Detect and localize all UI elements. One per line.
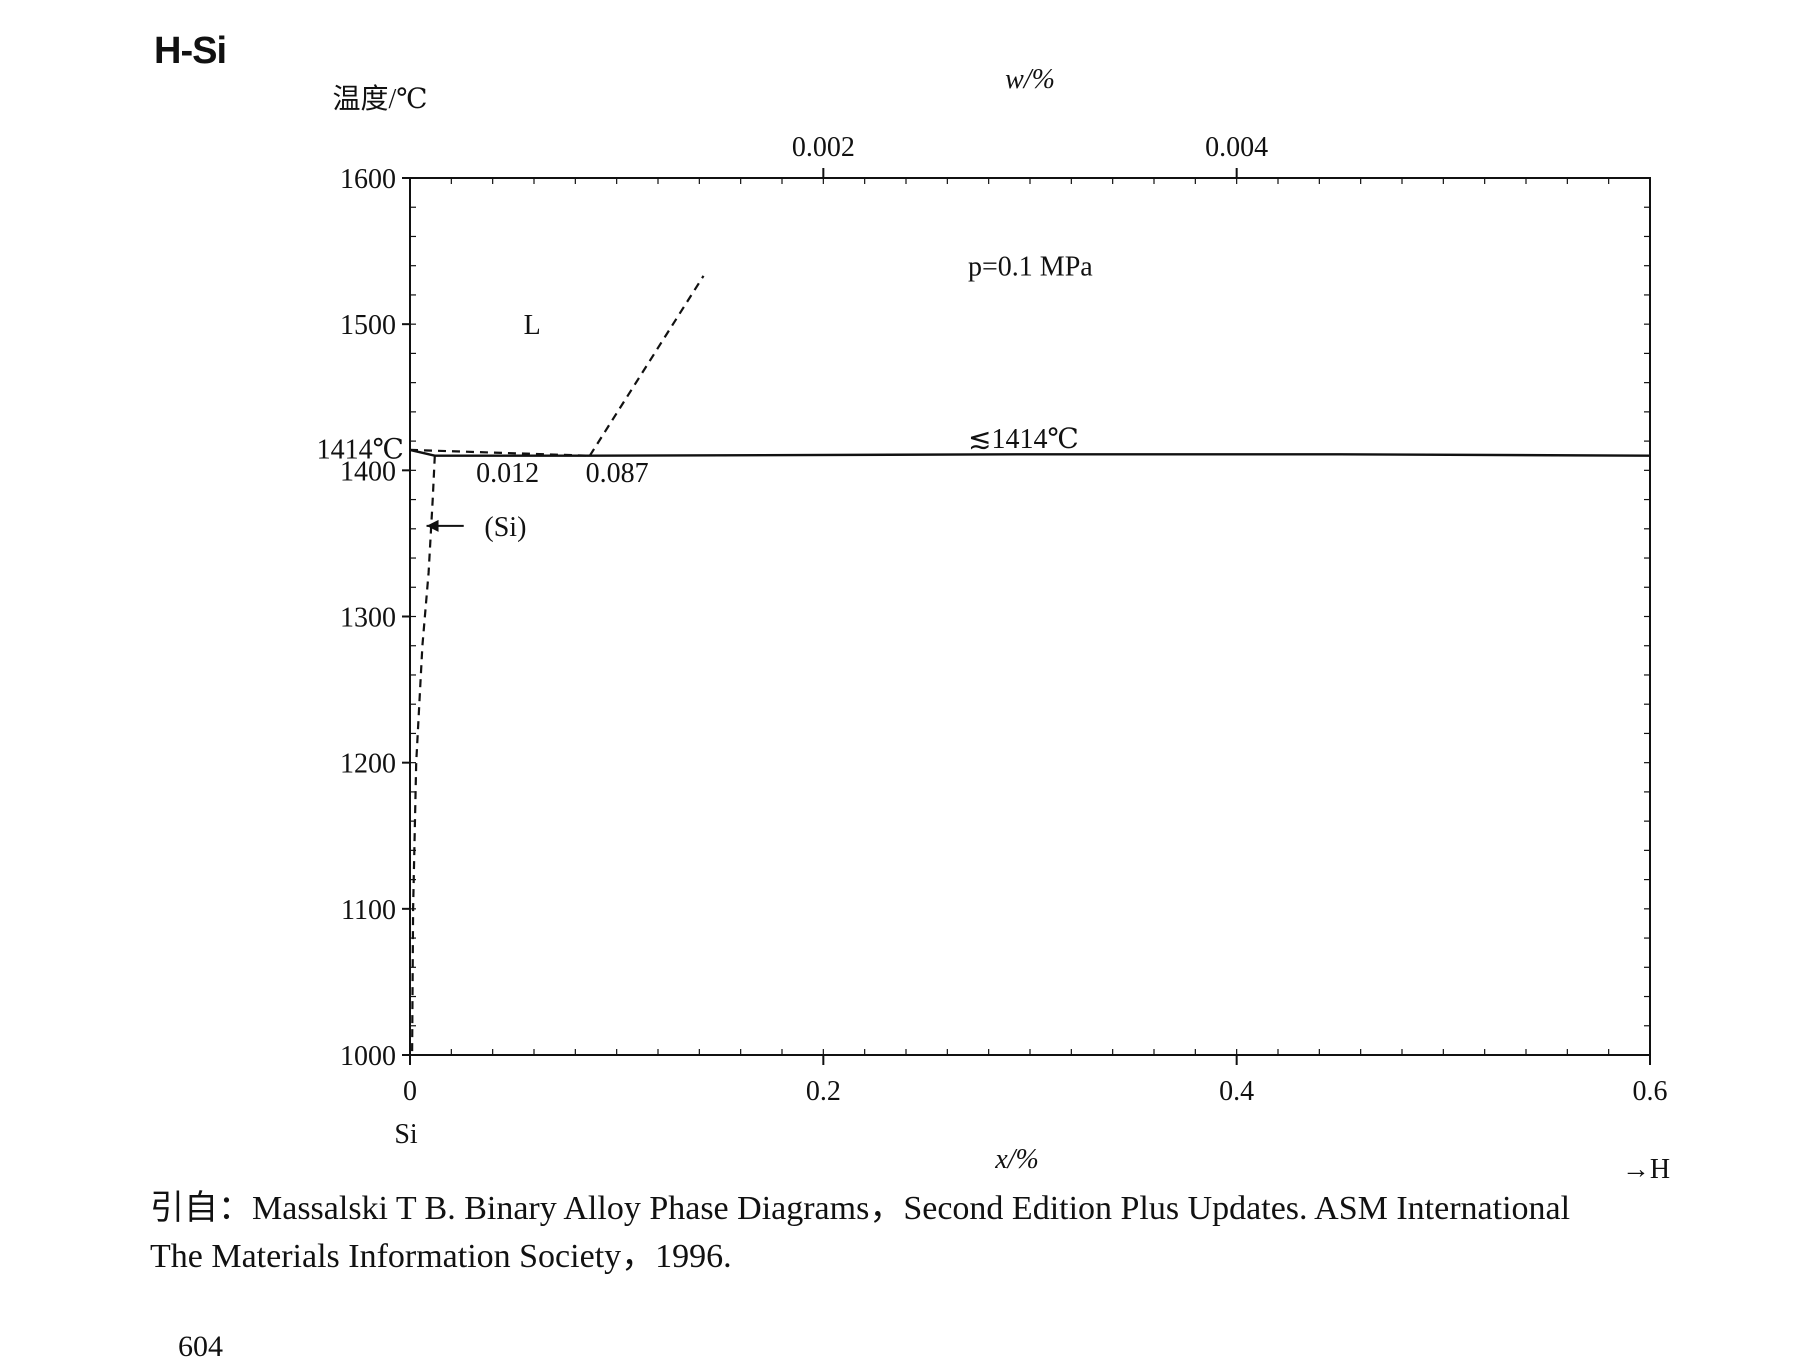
left-component-label: Si — [394, 1119, 418, 1150]
y-axis-title: 温度/℃ — [332, 83, 427, 115]
series-line-2 — [588, 275, 705, 457]
top-axis-title: w/% — [1005, 64, 1055, 95]
page-number: 604 — [178, 1330, 223, 1363]
x-axis-title: x/% — [994, 1144, 1039, 1175]
citation-line-1: 引自：Massalski T B. Binary Alloy Phase Dia… — [150, 1190, 1571, 1227]
annotation-3: 1414℃ — [317, 434, 404, 465]
x-tick-label: 0 — [403, 1076, 417, 1107]
x-tick-label: 0.4 — [1219, 1076, 1254, 1107]
y-tick-label: 1200 — [340, 749, 396, 780]
annotation-2: ≲1414℃ — [968, 424, 1079, 455]
series-line-3 — [411, 455, 436, 1056]
y-tick-label: 1000 — [340, 1041, 396, 1072]
series-line-1 — [409, 448, 590, 457]
y-tick-label: 1500 — [340, 310, 396, 341]
y-tick-label: 1400 — [340, 456, 396, 487]
plot-frame — [409, 177, 1651, 1056]
annotation-5: 0.087 — [586, 458, 649, 489]
annotation-0: L — [524, 310, 541, 341]
top-tick-label: 0.004 — [1205, 132, 1268, 163]
y-tick-label: 1100 — [341, 895, 396, 926]
right-component-label: →H — [1622, 1154, 1670, 1185]
y-tick-label: 1600 — [340, 164, 396, 195]
si-arrow-head — [426, 519, 439, 532]
x-tick-label: 0.6 — [1633, 1076, 1668, 1107]
x-tick-label: 0.2 — [806, 1076, 841, 1107]
series-line-0 — [409, 448, 1651, 457]
y-tick-label: 1300 — [340, 603, 396, 634]
top-tick-label: 0.002 — [792, 132, 855, 163]
citation-line-2: The Materials Information Society，1996. — [150, 1238, 732, 1275]
annotation-6: (Si) — [484, 512, 526, 543]
annotation-4: 0.012 — [476, 458, 539, 489]
citation: 引自：Massalski T B. Binary Alloy Phase Dia… — [150, 1185, 1790, 1281]
annotation-1: p=0.1 MPa — [968, 252, 1093, 283]
chart-title: H-Si — [154, 30, 227, 72]
